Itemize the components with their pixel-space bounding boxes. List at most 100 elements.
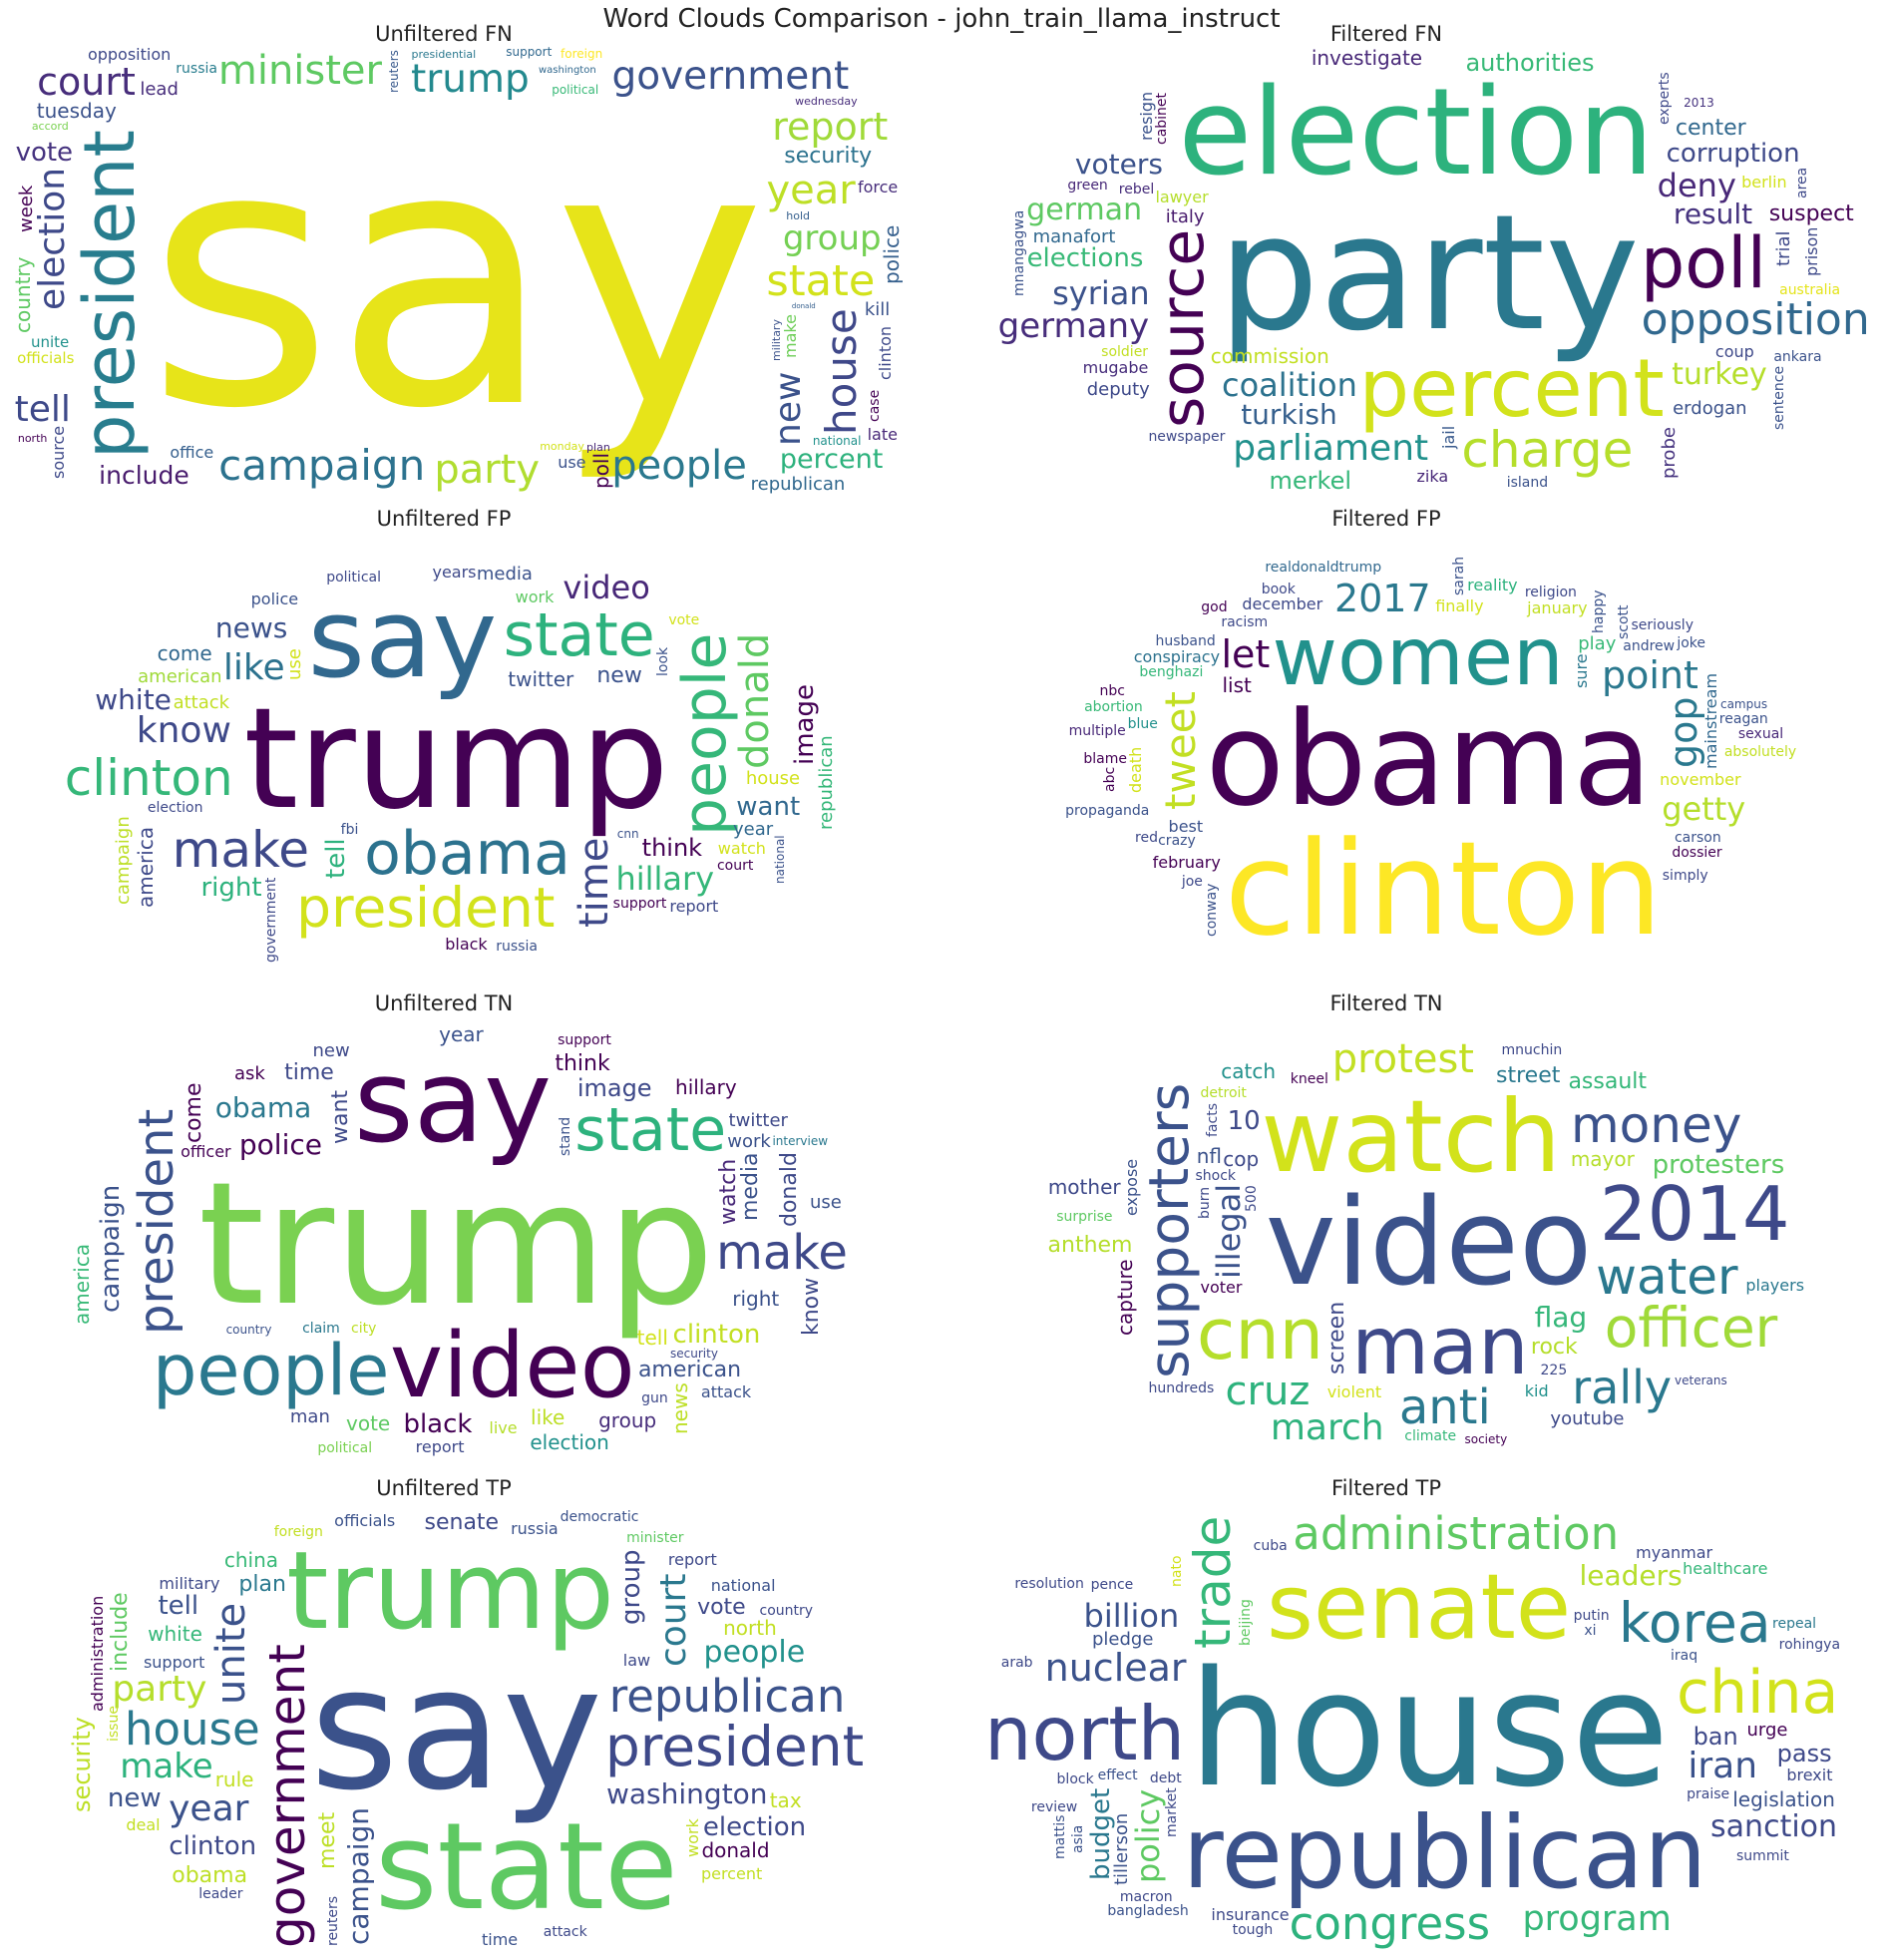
panel-title-unfiltered-tp: Unfiltered TP bbox=[376, 1476, 512, 1500]
word-street: street bbox=[1496, 1062, 1561, 1088]
word-donald: donald bbox=[732, 633, 779, 770]
word-screen: screen bbox=[1323, 1301, 1349, 1375]
word-police: police bbox=[238, 1127, 322, 1161]
word-reuters: reuters bbox=[387, 49, 402, 93]
word-include: include bbox=[99, 460, 189, 490]
word-political: political bbox=[552, 82, 599, 97]
word-video: video bbox=[1265, 1174, 1593, 1313]
word-clinton: clinton bbox=[169, 1831, 257, 1862]
word-claim: claim bbox=[302, 1320, 340, 1337]
wordcloud-unfiltered-tp: say trump state president government republic… bbox=[10, 1500, 903, 1951]
word-2014: 2014 bbox=[1599, 1169, 1790, 1258]
word-ban: ban bbox=[1693, 1723, 1738, 1752]
word-office: office bbox=[170, 443, 214, 463]
word-government: government bbox=[257, 1644, 316, 1949]
word-vote: vote bbox=[697, 1594, 746, 1620]
word-presidential: presidential bbox=[411, 48, 477, 62]
word-house: house bbox=[1188, 1636, 1670, 1822]
word-tell: tell bbox=[321, 837, 352, 879]
word-youtube: youtube bbox=[1550, 1408, 1625, 1430]
word-absolutely: absolutely bbox=[1723, 743, 1797, 760]
word-sentence: sentence bbox=[1770, 366, 1787, 431]
word-attack: attack bbox=[173, 692, 230, 714]
word-tax: tax bbox=[769, 1787, 802, 1812]
word-newspaper: newspaper bbox=[1148, 428, 1226, 445]
word-national: national bbox=[710, 1576, 776, 1596]
word-city: city bbox=[351, 1320, 377, 1337]
word-campaign: campaign bbox=[112, 816, 134, 906]
word-mayor: mayor bbox=[1570, 1147, 1635, 1172]
word-reuters: reuters bbox=[325, 1896, 341, 1947]
word-healthcare: healthcare bbox=[1683, 1559, 1768, 1579]
word-corruption: corruption bbox=[1666, 139, 1800, 170]
word-political: political bbox=[326, 569, 381, 586]
word-campaign: campaign bbox=[342, 1807, 376, 1946]
word-turkey: turkey bbox=[1672, 357, 1767, 393]
wordcloud-unfiltered-fp: trump say obama state people president clinton… bbox=[10, 531, 903, 981]
word-cop: cop bbox=[1223, 1146, 1260, 1171]
word-andrew: andrew bbox=[1623, 638, 1676, 655]
word-russia: russia bbox=[511, 1518, 559, 1538]
word-red: red bbox=[1135, 829, 1158, 846]
word-like: like bbox=[531, 1405, 565, 1430]
panel-title-unfiltered-fp: Unfiltered FP bbox=[376, 507, 512, 531]
word-tell: tell bbox=[636, 1325, 668, 1350]
word-election: election bbox=[702, 1812, 807, 1843]
word-people: people bbox=[611, 442, 747, 489]
word-donald: donald bbox=[701, 1838, 770, 1863]
panel-title-filtered-fp: Filtered FP bbox=[1331, 507, 1441, 531]
word-policy: policy bbox=[1129, 1788, 1168, 1883]
word-house: house bbox=[124, 1703, 260, 1757]
word-probe: probe bbox=[1659, 427, 1681, 480]
word-opposition: opposition bbox=[87, 45, 172, 65]
word-sanction: sanction bbox=[1710, 1808, 1838, 1844]
word-praise: praise bbox=[1687, 1786, 1730, 1803]
word-think: think bbox=[555, 1051, 610, 1076]
word-berlin: berlin bbox=[1741, 172, 1787, 192]
word-percent: percent bbox=[779, 444, 884, 476]
word-charge: charge bbox=[1461, 421, 1634, 480]
word-campus: campus bbox=[1719, 696, 1768, 711]
word-investigate: investigate bbox=[1311, 45, 1423, 70]
word-deal: deal bbox=[126, 1815, 161, 1835]
word-water: water bbox=[1596, 1247, 1738, 1306]
word-benghazi: benghazi bbox=[1139, 664, 1204, 681]
word-washington: washington bbox=[538, 64, 596, 76]
word-best: best bbox=[1168, 816, 1204, 836]
word-anti: anti bbox=[1398, 1378, 1491, 1435]
word-carson: carson bbox=[1674, 830, 1721, 847]
word-support: support bbox=[612, 895, 667, 912]
word-twitter: twitter bbox=[508, 666, 574, 691]
word-opposition: opposition bbox=[1641, 293, 1870, 345]
word-trial: trial bbox=[1772, 230, 1794, 267]
word-work: work bbox=[727, 1131, 771, 1153]
word-players: players bbox=[1745, 1275, 1805, 1295]
word-man: man bbox=[289, 1405, 330, 1427]
wordcloud-unfiltered-fn: say trump state party president government ele… bbox=[10, 44, 903, 495]
panel-title-filtered-tp: Filtered TP bbox=[1331, 1476, 1441, 1500]
word-want: want bbox=[736, 792, 801, 823]
word-joe: joe bbox=[1181, 873, 1203, 890]
word-soldier: soldier bbox=[1101, 344, 1149, 361]
word-hold: hold bbox=[786, 208, 810, 222]
word-court: court bbox=[652, 1573, 694, 1668]
word-trade: trade bbox=[1184, 1515, 1243, 1649]
word-area: area bbox=[1793, 168, 1810, 199]
word-jail: jail bbox=[1438, 425, 1458, 449]
word-democratic: democratic bbox=[560, 1508, 639, 1525]
word-expose: expose bbox=[1121, 1158, 1141, 1216]
word-myanmar: myanmar bbox=[1636, 1542, 1713, 1562]
word-coalition: coalition bbox=[1222, 365, 1357, 404]
word-republican: republican bbox=[750, 473, 846, 495]
word-mattis: mattis bbox=[1052, 1814, 1069, 1860]
word-vote: vote bbox=[668, 611, 700, 628]
word-blame: blame bbox=[1083, 751, 1128, 768]
word-billion: billion bbox=[1083, 1596, 1180, 1635]
word-group: group bbox=[615, 1549, 646, 1625]
word-book: book bbox=[1261, 582, 1296, 597]
word-burn: burn bbox=[1196, 1186, 1213, 1219]
word-black: black bbox=[403, 1408, 473, 1439]
word-resign: resign bbox=[1136, 91, 1156, 141]
word-multiple: multiple bbox=[1068, 722, 1126, 739]
word-german: german bbox=[1026, 192, 1143, 227]
